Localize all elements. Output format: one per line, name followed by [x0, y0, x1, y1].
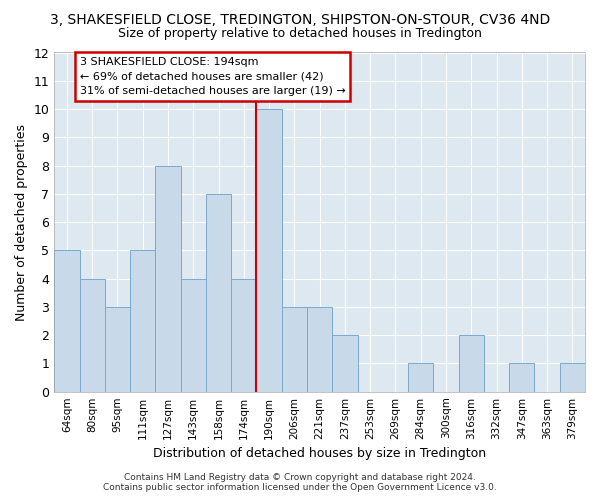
Text: 3 SHAKESFIELD CLOSE: 194sqm
← 69% of detached houses are smaller (42)
31% of sem: 3 SHAKESFIELD CLOSE: 194sqm ← 69% of det…: [80, 56, 346, 96]
X-axis label: Distribution of detached houses by size in Tredington: Distribution of detached houses by size …: [153, 447, 486, 460]
Bar: [332, 335, 358, 392]
Bar: [231, 278, 256, 392]
Bar: [130, 250, 155, 392]
Bar: [458, 335, 484, 392]
Text: Contains HM Land Registry data © Crown copyright and database right 2024.
Contai: Contains HM Land Registry data © Crown c…: [103, 473, 497, 492]
Bar: [206, 194, 231, 392]
Bar: [181, 278, 206, 392]
Bar: [560, 364, 585, 392]
Y-axis label: Number of detached properties: Number of detached properties: [15, 124, 28, 320]
Bar: [155, 166, 181, 392]
Bar: [282, 307, 307, 392]
Bar: [54, 250, 80, 392]
Bar: [80, 278, 105, 392]
Bar: [408, 364, 433, 392]
Text: 3, SHAKESFIELD CLOSE, TREDINGTON, SHIPSTON-ON-STOUR, CV36 4ND: 3, SHAKESFIELD CLOSE, TREDINGTON, SHIPST…: [50, 12, 550, 26]
Bar: [256, 109, 282, 392]
Bar: [105, 307, 130, 392]
Text: Size of property relative to detached houses in Tredington: Size of property relative to detached ho…: [118, 28, 482, 40]
Bar: [307, 307, 332, 392]
Bar: [509, 364, 535, 392]
